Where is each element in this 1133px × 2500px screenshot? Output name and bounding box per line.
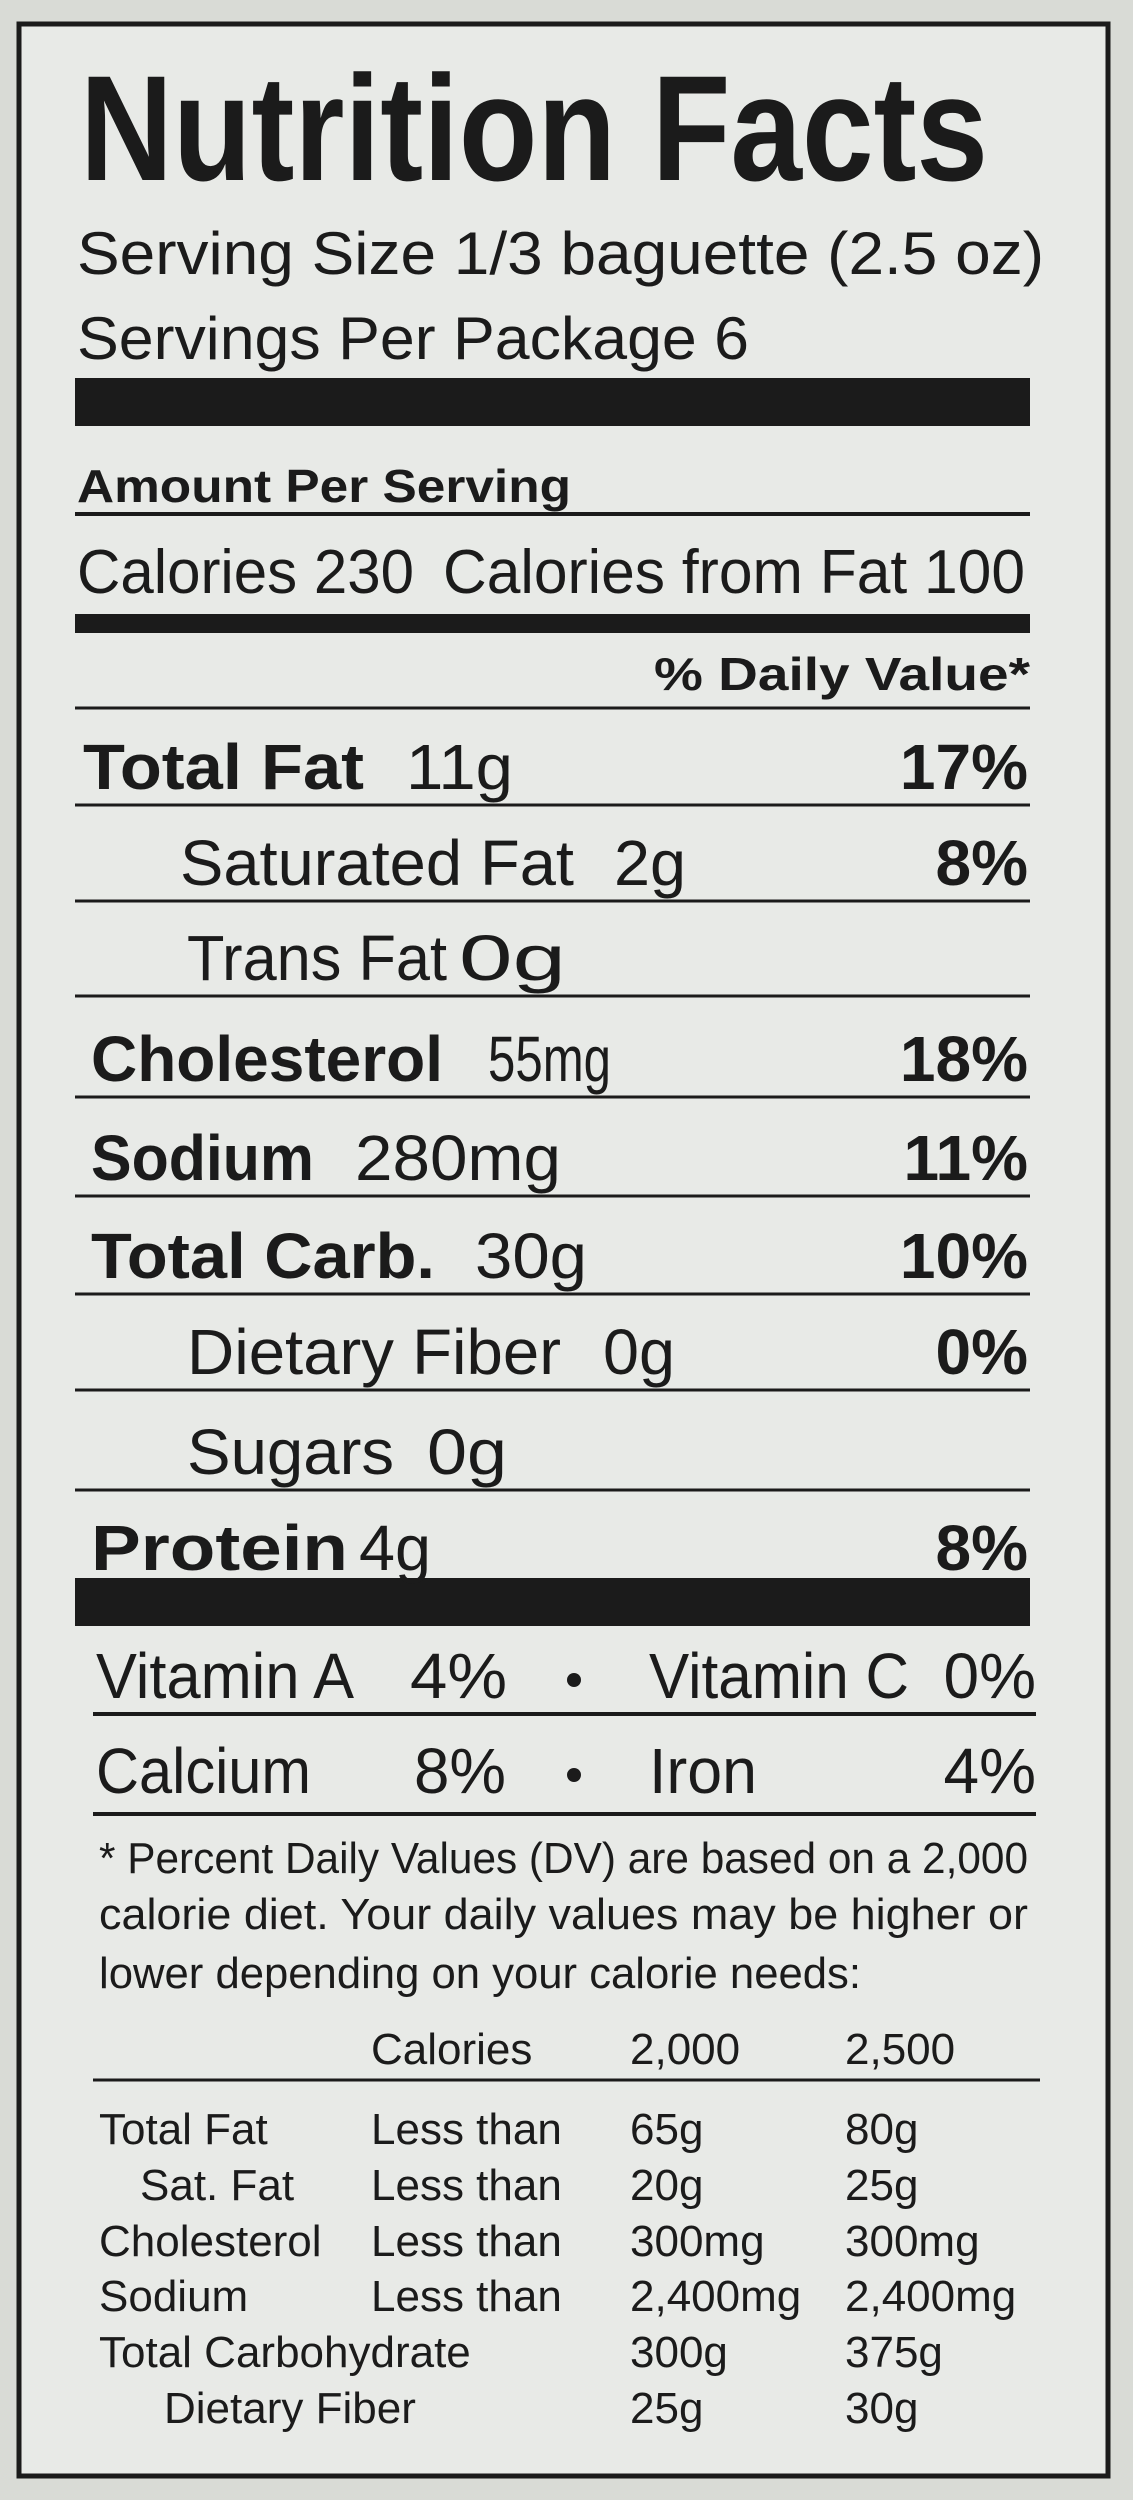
nutrient-name: Cholesterol (91, 1023, 443, 1095)
nutrient-name: Saturated Fat (180, 827, 574, 899)
daily-value: 10% (900, 1220, 1028, 1292)
table-cell: 300g (630, 2328, 728, 2377)
table-cell: Less than (371, 2105, 562, 2154)
table-cell: 80g (845, 2105, 918, 2154)
serving-size: Serving Size 1/3 baguette (2.5 oz) (77, 220, 1044, 287)
bullet (567, 1673, 581, 1687)
table-cell: 30g (845, 2384, 918, 2433)
vitamin-value: 8% (414, 1735, 506, 1807)
table-header: 2,000 (630, 2025, 740, 2074)
table-header: 2,500 (845, 2025, 955, 2074)
table-cell: 300mg (845, 2217, 980, 2266)
table-cell: 375g (845, 2328, 943, 2377)
nutrient-name: Protein (91, 1512, 348, 1584)
nutrient-name: Sodium (91, 1122, 314, 1194)
daily-value: 8% (936, 827, 1029, 899)
footnote-line: calorie diet. Your daily values may be h… (99, 1890, 1028, 1939)
daily-value: 17% (900, 731, 1028, 803)
vitamin-name: Calcium (96, 1735, 311, 1807)
label-box (16, 21, 1111, 2479)
vitamin-name: Vitamin A (96, 1640, 354, 1712)
table-cell: 65g (630, 2105, 703, 2154)
daily-value-header: % Daily Value* (654, 648, 1030, 700)
nutrient-amount: 11g (406, 731, 513, 803)
nutrient-name: Trans Fat (187, 922, 447, 994)
table-cell: 20g (630, 2161, 703, 2210)
table-cell: 25g (630, 2384, 703, 2433)
daily-value: 18% (900, 1023, 1028, 1095)
table-cell: Less than (371, 2272, 562, 2321)
nutrient-amount: 30g (475, 1220, 587, 1292)
nutrient-amount: 0g (603, 1316, 675, 1388)
calories: Calories 230 (77, 538, 414, 607)
table-cell: Sodium (99, 2272, 248, 2321)
table-cell: Cholesterol (99, 2217, 322, 2266)
table-cell: 2,400mg (630, 2272, 801, 2321)
bullet (567, 1768, 581, 1782)
table-cell: 300mg (630, 2217, 765, 2266)
nutrient-amount: 0g (459, 922, 566, 994)
table-cell: 2,400mg (845, 2272, 1016, 2321)
table-header: Calories (371, 2025, 532, 2074)
table-cell: Dietary Fiber (164, 2384, 416, 2433)
table-cell: 25g (845, 2161, 918, 2210)
daily-value: 0% (936, 1316, 1029, 1388)
nutrient-name: Dietary Fiber (187, 1316, 561, 1388)
nutrient-amount: 4g (359, 1512, 431, 1584)
nutrient-name: Total Carb. (91, 1220, 435, 1292)
table-cell: Sat. Fat (140, 2161, 294, 2210)
nutrient-amount: 55mg (488, 1023, 611, 1095)
vitamin-name: Vitamin C (649, 1640, 909, 1712)
daily-value: 8% (936, 1512, 1029, 1584)
footnote-line: lower depending on your calorie needs: (99, 1949, 861, 1998)
vitamin-value: 4% (944, 1735, 1037, 1807)
vitamin-value: 4% (410, 1640, 507, 1712)
vitamin-value: 0% (944, 1640, 1037, 1712)
title: Nutrition Facts (80, 44, 988, 212)
table-cell: Total Fat (99, 2105, 268, 2154)
nutrient-name: Sugars (187, 1416, 394, 1488)
amount-per-serving: Amount Per Serving (77, 460, 571, 512)
daily-value: 11% (903, 1122, 1028, 1194)
medium-rule (75, 614, 1030, 633)
servings-per-package: Servings Per Package 6 (77, 305, 749, 372)
nutrient-amount: 2g (614, 827, 686, 899)
calories-from-fat: Calories from Fat 100 (443, 538, 1025, 607)
nutrient-amount: 280mg (355, 1122, 561, 1194)
thick-rule (75, 1578, 1030, 1626)
footnote-line: * Percent Daily Values (DV) are based on… (99, 1834, 1028, 1883)
table-cell: Less than (371, 2161, 562, 2210)
thick-rule (75, 378, 1030, 426)
vitamin-name: Iron (649, 1735, 757, 1807)
table-cell: Less than (371, 2217, 562, 2266)
nutrient-name: Total Fat (83, 731, 364, 803)
table-cell: Total Carbohydrate (99, 2328, 471, 2377)
nutrient-amount: 0g (427, 1416, 507, 1488)
